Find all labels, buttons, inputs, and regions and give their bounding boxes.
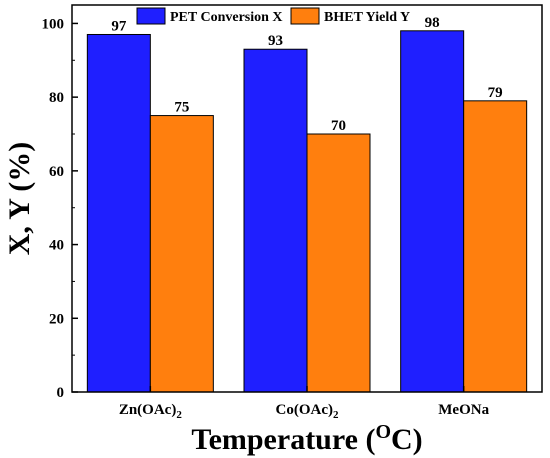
- y-tick-label: 100: [42, 16, 65, 32]
- legend-label: BHET Yield Y: [324, 10, 410, 25]
- y-axis-ticks: 0 20 40 60 80 100: [42, 16, 78, 401]
- bar-yield-2: [463, 100, 528, 393]
- x-tick-label: Co(OAc)2: [276, 402, 339, 421]
- legend-swatch-yield: [290, 7, 320, 25]
- legend-label: PET Conversion X: [170, 10, 283, 25]
- x-tick-label: MeONa: [438, 402, 489, 418]
- data-label: 98: [425, 15, 440, 31]
- bar-conversion-0: [86, 33, 151, 393]
- data-label: 79: [488, 85, 503, 101]
- x-axis-ticks: Zn(OAc)2 Co(OAc)2 MeONa: [119, 386, 490, 421]
- y-tick-label: 0: [57, 385, 65, 401]
- data-label: 70: [331, 118, 346, 134]
- data-label: 93: [268, 33, 283, 49]
- y-axis-title: X, Y (%): [3, 142, 36, 256]
- x-axis-title: Temperature (OC): [191, 421, 422, 456]
- bar-yield-1: [306, 133, 371, 393]
- y-tick-label: 80: [49, 90, 64, 106]
- data-label: 75: [174, 100, 189, 116]
- bar-conversion-1: [243, 48, 308, 393]
- y-tick-label: 20: [49, 311, 64, 327]
- y-tick-label: 40: [49, 238, 64, 254]
- y-tick-label: 60: [49, 164, 64, 180]
- bar-conversion-2: [400, 30, 465, 393]
- legend: PET Conversion X BHET Yield Y: [136, 7, 410, 25]
- x-tick-label: Zn(OAc)2: [119, 402, 183, 421]
- bars-layer: [86, 30, 528, 393]
- bar-yield-0: [149, 115, 214, 393]
- data-labels-layer: 97 93 98 75 70 79: [111, 15, 502, 134]
- legend-swatch-conversion: [136, 7, 166, 25]
- data-label: 97: [111, 18, 127, 34]
